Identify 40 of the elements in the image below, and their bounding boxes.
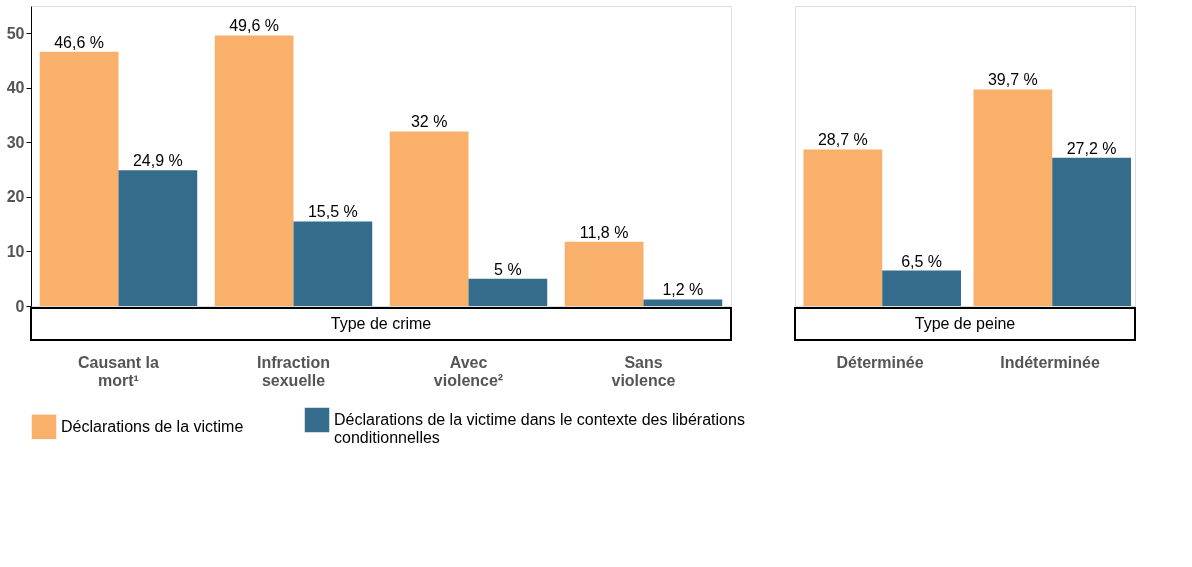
y-tick-label: 0 <box>15 297 25 315</box>
bar <box>214 35 294 306</box>
data-label: 28,7 % <box>817 131 868 149</box>
x-axis-title: Type de crime <box>330 315 432 332</box>
y-tick-label: 50 <box>6 24 25 42</box>
data-label: 46,6 % <box>54 33 105 51</box>
bar <box>803 149 883 306</box>
x-tick-label: Sans violence <box>611 353 676 389</box>
bar <box>39 51 119 306</box>
y-tick-label: 20 <box>6 188 25 206</box>
data-label: 11,8 % <box>579 223 629 241</box>
data-label: 1,2 % <box>662 281 704 299</box>
bar <box>389 131 469 306</box>
x-tick-label: Infraction sexuelle <box>257 353 330 389</box>
y-tick-label: 30 <box>6 133 25 151</box>
x-tick-label: Indéterminée <box>1000 353 1100 371</box>
data-label: 15,5 % <box>307 203 358 221</box>
legend-label: Déclarations de la victime dans le contexte des libérations conditionnelles <box>334 411 745 446</box>
legend-label: Déclarations de la victime <box>61 417 244 435</box>
y-tick-label: 10 <box>6 242 25 260</box>
x-tick-label: Causant la mort¹ <box>78 353 160 389</box>
bar <box>1052 157 1131 306</box>
data-label: 5 % <box>494 260 522 278</box>
data-label: 49,6 % <box>229 17 280 35</box>
bar <box>118 170 198 306</box>
bar <box>973 89 1053 306</box>
data-label: 32 % <box>410 113 448 131</box>
data-label: 27,2 % <box>1066 139 1117 157</box>
bar <box>882 270 961 306</box>
x-axis-title: Type de peine <box>914 315 1016 332</box>
data-label: 39,7 % <box>987 71 1038 89</box>
x-tick-label: Avec violence² <box>433 353 504 389</box>
x-tick-label: Déterminée <box>836 353 924 371</box>
bar <box>643 299 723 306</box>
bar <box>293 221 373 306</box>
y-tick-label: 40 <box>6 79 25 97</box>
bar <box>468 278 548 306</box>
data-label: 6,5 % <box>901 252 943 270</box>
bar <box>564 241 644 306</box>
data-label: 24,9 % <box>132 152 183 170</box>
